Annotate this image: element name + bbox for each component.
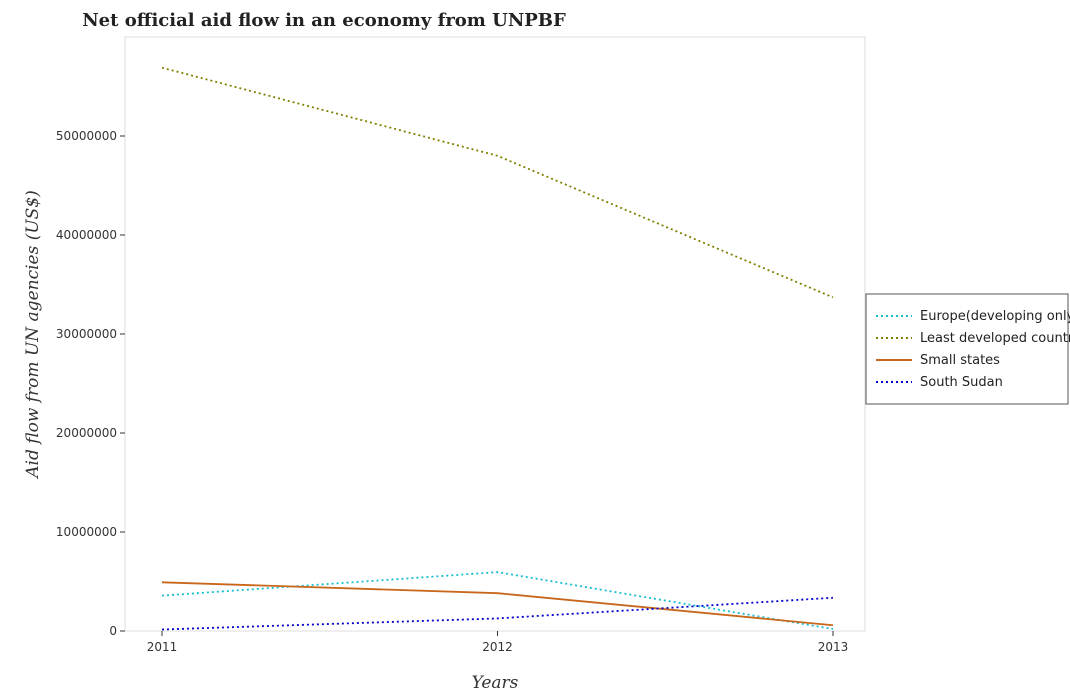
chart-title: Net official aid flow in an economy from… (82, 10, 566, 31)
legend-label: South Sudan (920, 375, 1003, 390)
x-axis-label: Years (472, 673, 519, 693)
series-line (161, 581, 834, 627)
legend-label: Small states (920, 353, 1000, 368)
x-tick-label: 2011 (147, 640, 178, 654)
x-tick-label: 2013 (818, 640, 849, 654)
y-axis-label: Aid flow from UN agencies (US$) (23, 190, 43, 480)
legend: Europe(developing only) Least developed c… (865, 293, 1070, 405)
plot-area (124, 36, 866, 632)
y-tick-label: 30000000 (56, 327, 117, 341)
x-tick-label: 2012 (482, 640, 513, 654)
legend-box (865, 293, 1069, 405)
legend-label: Least developed countries (920, 331, 1070, 346)
series-line (161, 66, 834, 299)
y-tick-label: 20000000 (56, 426, 117, 440)
legend-label: Europe(developing only) (920, 309, 1070, 324)
series-lines (161, 66, 834, 631)
y-tick-label: 40000000 (56, 228, 117, 242)
series-line (161, 596, 834, 631)
y-tick-label: 10000000 (56, 525, 117, 539)
y-axis: 0 10000000 20000000 30000000 40000000 5000000… (56, 129, 125, 638)
y-tick-label: 0 (109, 624, 117, 638)
x-axis: 2011 2012 2013 (147, 631, 849, 654)
series-line (161, 571, 834, 630)
y-tick-label: 50000000 (56, 129, 117, 143)
